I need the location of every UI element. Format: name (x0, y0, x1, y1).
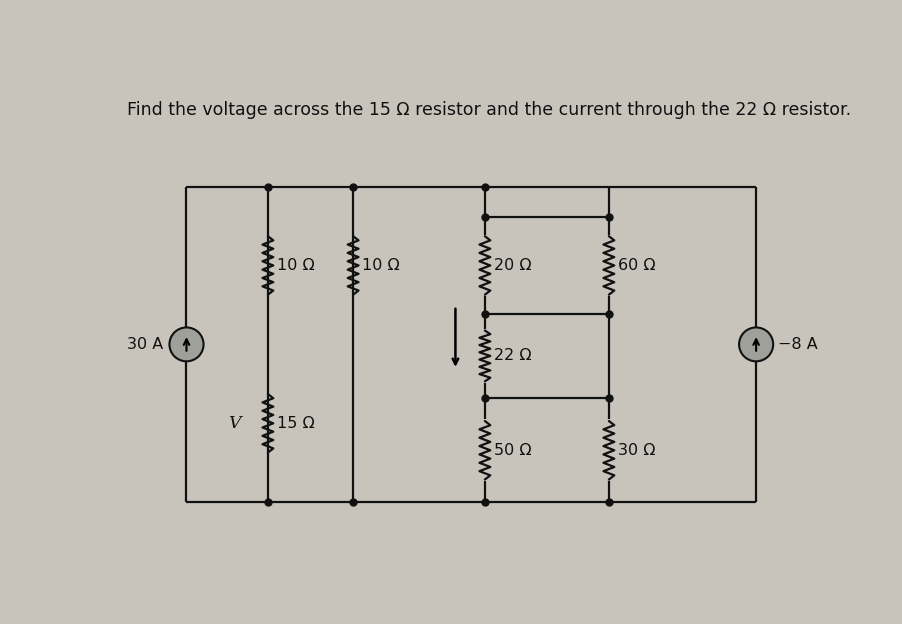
Text: 60 Ω: 60 Ω (618, 258, 655, 273)
Text: 30 A: 30 A (127, 337, 163, 352)
Circle shape (738, 328, 772, 361)
Text: V: V (228, 415, 241, 432)
Text: 30 Ω: 30 Ω (618, 443, 655, 458)
Text: 15 Ω: 15 Ω (277, 416, 315, 431)
Text: 10 Ω: 10 Ω (277, 258, 315, 273)
Text: 10 Ω: 10 Ω (362, 258, 400, 273)
Text: 50 Ω: 50 Ω (493, 443, 531, 458)
Text: −8 A: −8 A (777, 337, 816, 352)
Text: 20 Ω: 20 Ω (493, 258, 531, 273)
Text: 22 Ω: 22 Ω (493, 348, 531, 363)
Circle shape (170, 328, 203, 361)
Text: Find the voltage across the 15 Ω resistor and the current through the 22 Ω resis: Find the voltage across the 15 Ω resisto… (126, 100, 850, 119)
